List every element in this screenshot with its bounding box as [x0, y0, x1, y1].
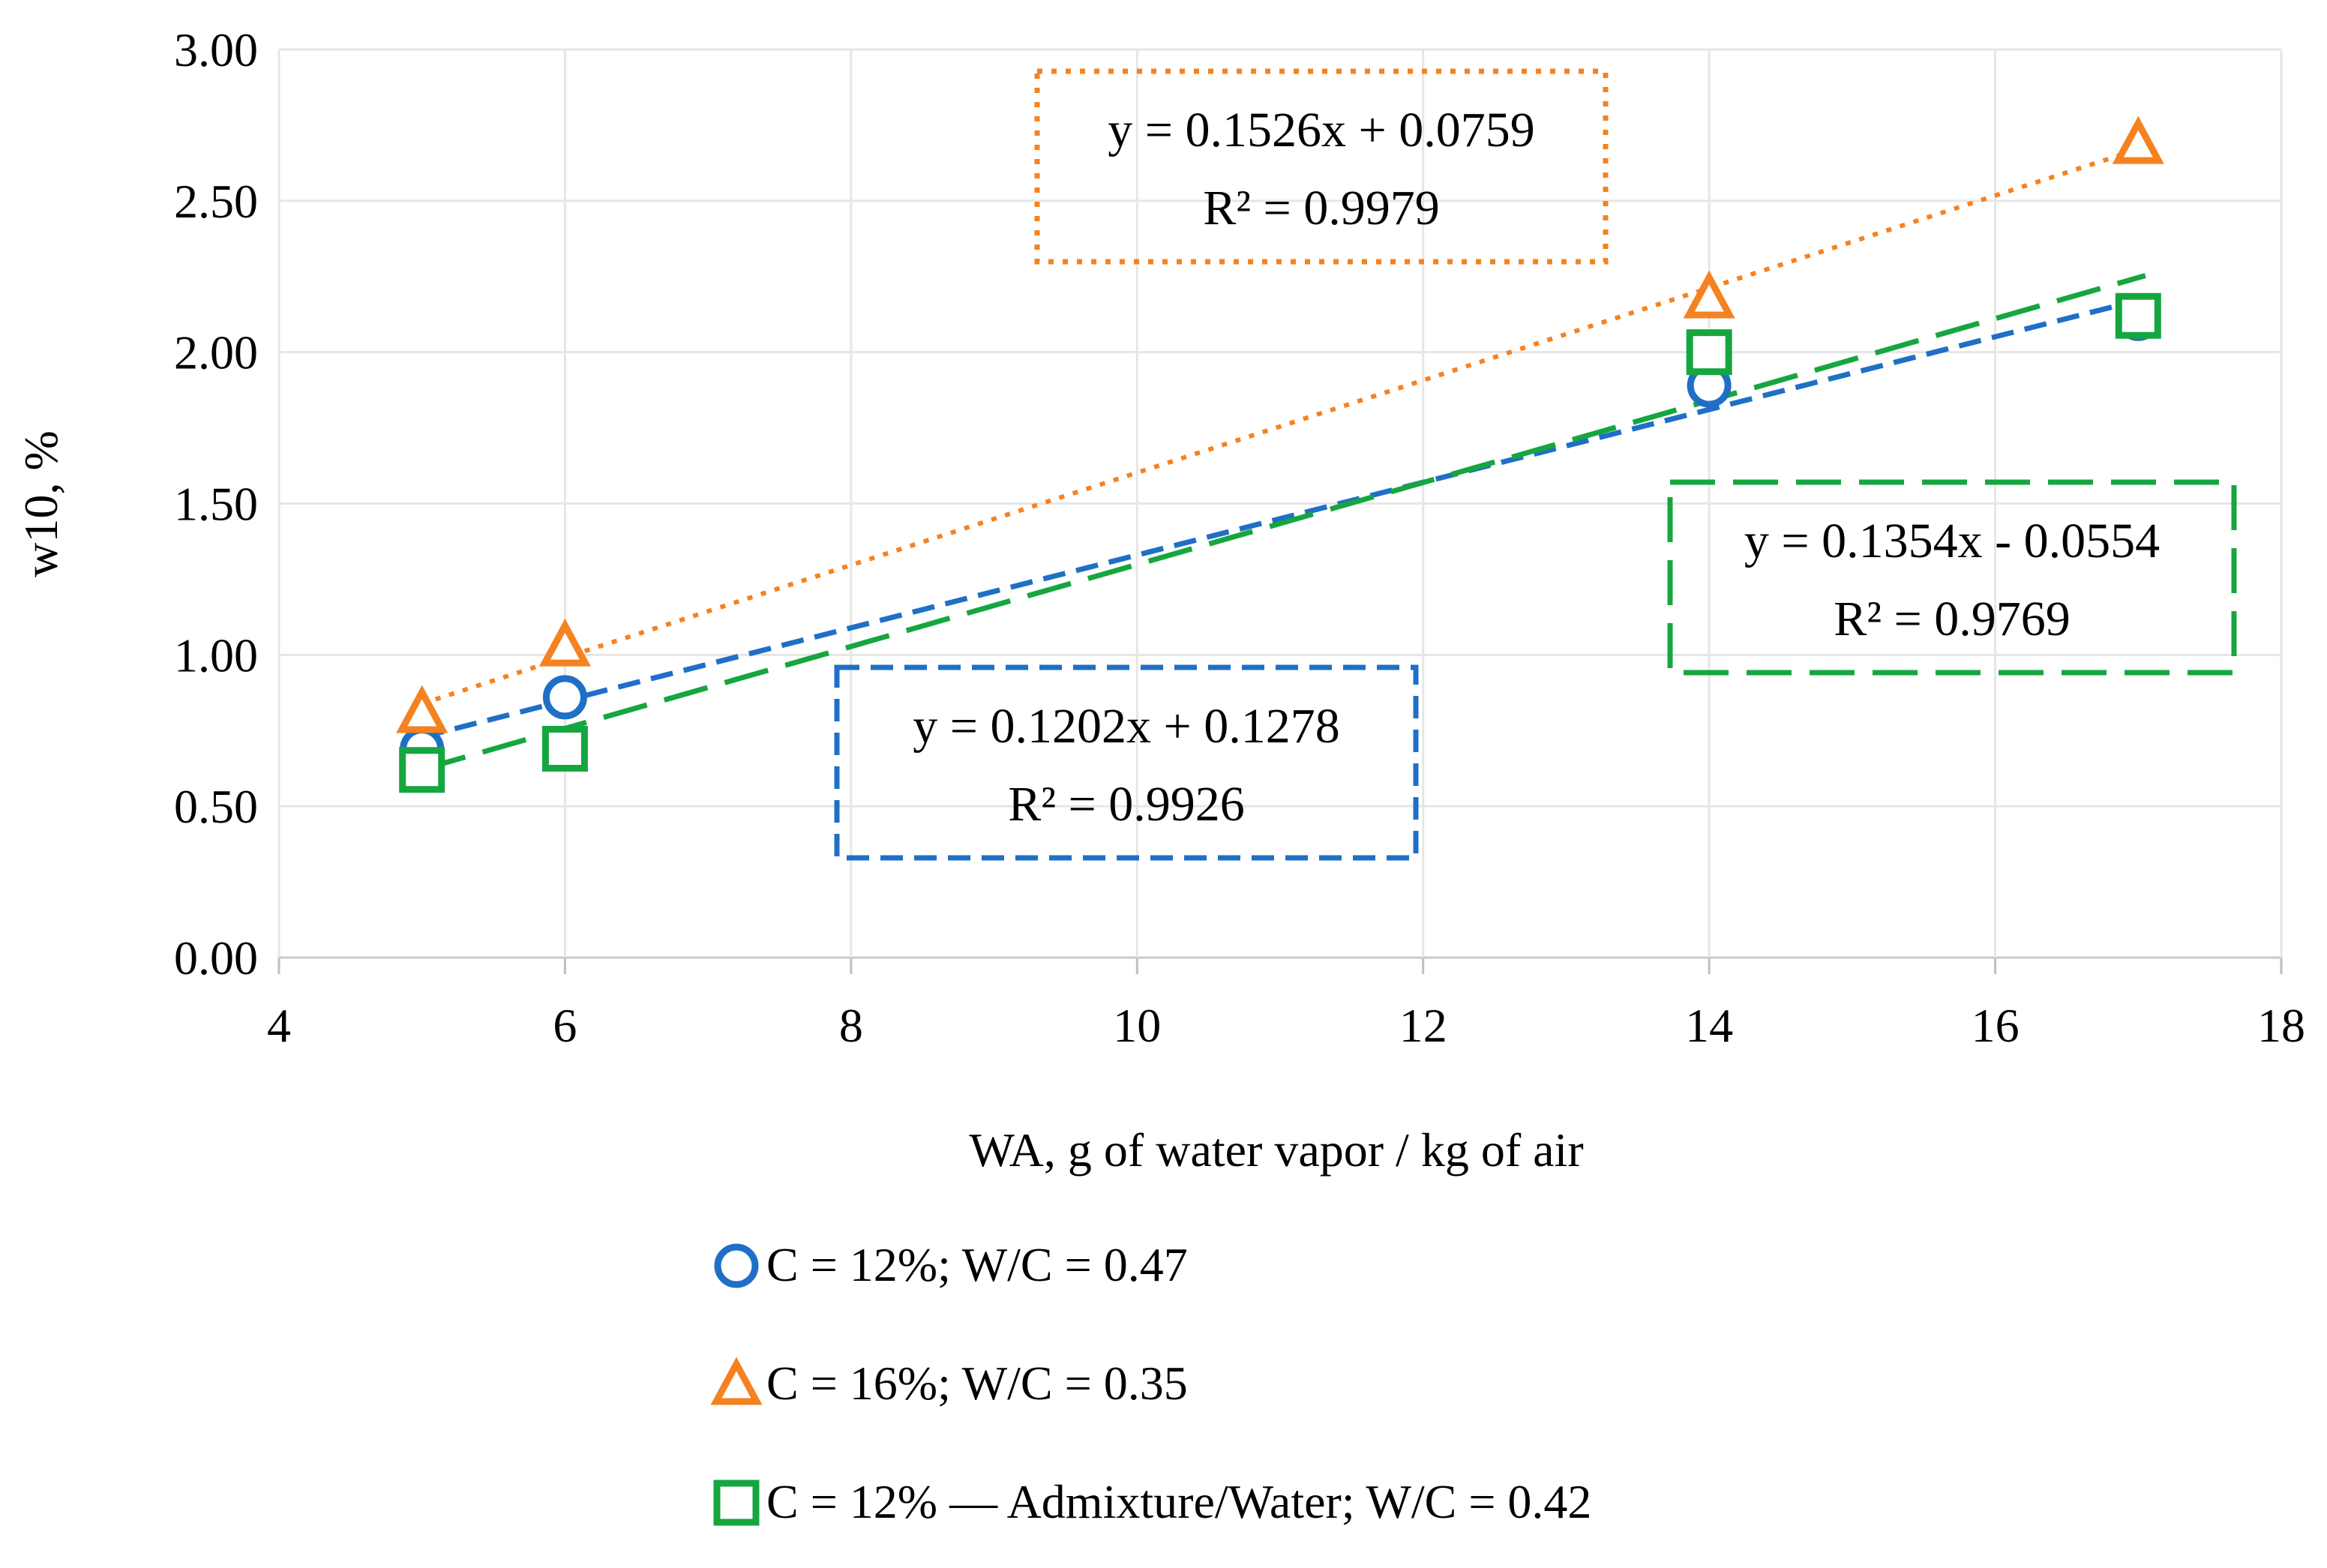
data-point-circle [542, 675, 587, 720]
x-tick-label: 12 [1399, 999, 1447, 1052]
x-tick-label: 8 [839, 999, 863, 1052]
trendline [421, 295, 2146, 740]
data-point-square [541, 725, 588, 772]
legend-label: C = 16%; W/C = 0.35 [766, 1357, 1188, 1410]
legend-marker-circle [714, 1243, 759, 1288]
equation-box-border [1034, 68, 1609, 265]
grid-layer [277, 48, 2283, 974]
y-tick-label: 0.50 [174, 780, 258, 833]
y-tick-label: 1.50 [174, 478, 258, 531]
y-tick-label: 3.00 [174, 23, 258, 76]
x-tick-label: 10 [1113, 999, 1161, 1052]
trendline [421, 273, 2146, 772]
y-tick-label: 2.50 [174, 175, 258, 228]
trendline-r-squared: R² = 0.9926 [1008, 777, 1245, 832]
x-axis-title: WA, g of water vapor / kg of air [969, 1123, 1583, 1177]
x-tick-label: 18 [2257, 999, 2305, 1052]
legend-label: C = 12% — Admixture/Water; W/C = 0.42 [766, 1475, 1591, 1528]
data-point-square [1686, 329, 1732, 376]
data-point-square [399, 747, 445, 793]
legend-marker-square [713, 1480, 760, 1526]
equation-box-border [1667, 479, 2237, 676]
y-axis-title: w10, % [14, 430, 67, 577]
data-point-triangle [2112, 115, 2164, 164]
trendline-equation: y = 0.1202x + 0.1278 [913, 699, 1339, 754]
x-tick-label: 4 [267, 999, 291, 1052]
data-point-triangle [396, 685, 448, 733]
tick-label-layer: 0.00 0.50 1.00 1.50 2.00 2.50 3.00 4 6 8 10 12 14 16 1… [174, 23, 2305, 1052]
y-tick-label: 2.00 [174, 326, 258, 379]
trendline-r-squared: R² = 0.9979 [1203, 181, 1440, 235]
trendline-layer [421, 145, 2146, 772]
data-point-layer [396, 115, 2164, 793]
data-point-triangle [538, 618, 591, 667]
equation-layer: y = 0.1526x + 0.0759 R² = 0.9979 y = 0.120… [834, 68, 2237, 861]
legend-entry: C = 16%; W/C = 0.35 [710, 1357, 1188, 1410]
trendline-r-squared: R² = 0.9769 [1834, 592, 2071, 646]
y-tick-label: 1.00 [174, 628, 258, 682]
x-tick-label: 6 [553, 999, 577, 1052]
trendline-equation-box: y = 0.1354x - 0.0554 R² = 0.9769 [1667, 479, 2237, 676]
x-tick-label: 14 [1685, 999, 1733, 1052]
trendline-equation: y = 0.1526x + 0.0759 [1108, 103, 1534, 157]
legend-entry: C = 12%; W/C = 0.47 [714, 1238, 1188, 1291]
trendline-equation-box: y = 0.1526x + 0.0759 R² = 0.9979 [1034, 68, 1609, 265]
legend-entry: C = 12% — Admixture/Water; W/C = 0.42 [713, 1475, 1591, 1528]
trendline-equation-box: y = 0.1202x + 0.1278 R² = 0.9926 [834, 664, 1419, 861]
y-tick-label: 0.00 [174, 931, 258, 985]
data-point-triangle [1683, 270, 1735, 319]
legend-label: C = 12%; W/C = 0.47 [766, 1238, 1188, 1291]
trendline [421, 145, 2146, 706]
legend: C = 12%; W/C = 0.47 C = 16%; W/C = 0.35 C … [710, 1238, 1591, 1528]
trendline-equation: y = 0.1354x - 0.0554 [1744, 514, 2160, 568]
data-point-square [2115, 292, 2161, 339]
equation-box-border [834, 664, 1419, 861]
x-tick-label: 16 [1972, 999, 2020, 1052]
legend-marker-triangle [710, 1357, 763, 1405]
